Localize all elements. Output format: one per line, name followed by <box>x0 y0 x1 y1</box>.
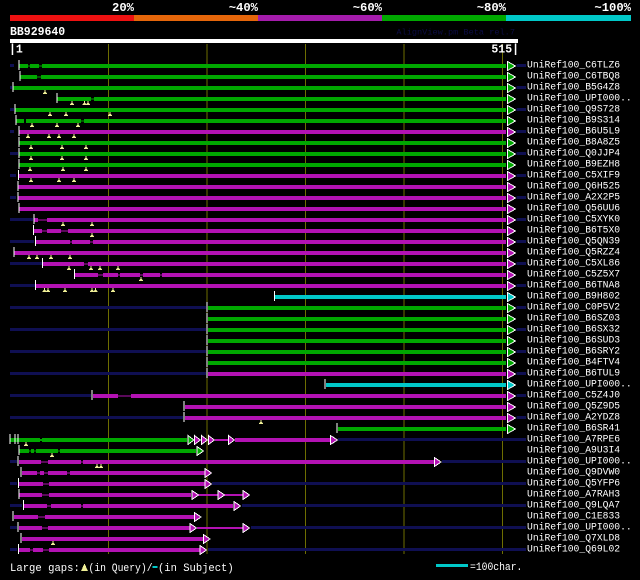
svg-text:UniRef100_A2X2P5: UniRef100_A2X2P5 <box>527 192 620 204</box>
svg-text:UniRef100_B6T5X0: UniRef100_B6T5X0 <box>527 225 620 237</box>
svg-text:UniRef100_C5XIF9: UniRef100_C5XIF9 <box>527 170 620 182</box>
svg-text:UniRef100_B6SR41: UniRef100_B6SR41 <box>527 423 620 435</box>
svg-text:UniRef100_Q56UU6: UniRef100_Q56UU6 <box>527 203 620 215</box>
svg-text:~80%: ~80% <box>477 1 507 15</box>
svg-text:AlignView.pm Beta rel.7: AlignView.pm Beta rel.7 <box>396 28 515 38</box>
svg-text:UniRef100_A2YDZ8: UniRef100_A2YDZ8 <box>527 412 620 424</box>
svg-text:~60%: ~60% <box>353 1 383 15</box>
svg-text:UniRef100_UPI000..: UniRef100_UPI000.. <box>527 93 632 105</box>
svg-text:UniRef100_Q5RZZ4: UniRef100_Q5RZZ4 <box>527 247 620 259</box>
svg-text:UniRef100_A9U3I4: UniRef100_A9U3I4 <box>527 445 620 457</box>
svg-text:UniRef100_Q7XLD8: UniRef100_Q7XLD8 <box>527 533 620 545</box>
svg-text:UniRef100_B6SRY2: UniRef100_B6SRY2 <box>527 346 620 358</box>
svg-text:UniRef100_C6TBQ8: UniRef100_C6TBQ8 <box>527 71 620 83</box>
svg-text:UniRef100_B6SUD3: UniRef100_B6SUD3 <box>527 335 620 347</box>
svg-text:UniRef100_UPI000..: UniRef100_UPI000.. <box>527 522 632 534</box>
svg-text:UniRef100_B6SX32: UniRef100_B6SX32 <box>527 324 620 336</box>
svg-text:UniRef100_C5XYK0: UniRef100_C5XYK0 <box>527 214 620 226</box>
svg-text:UniRef100_A7RPE6: UniRef100_A7RPE6 <box>527 434 620 446</box>
svg-text:UniRef100_B9EZH8: UniRef100_B9EZH8 <box>527 159 620 171</box>
svg-text:UniRef100_Q5QN39: UniRef100_Q5QN39 <box>527 236 620 248</box>
svg-text:UniRef100_UPI000..: UniRef100_UPI000.. <box>527 379 632 391</box>
svg-text:UniRef100_Q5Z9D5: UniRef100_Q5Z9D5 <box>527 401 620 413</box>
svg-text:(in Subject): (in Subject) <box>158 563 234 575</box>
svg-text:UniRef100_Q69L02: UniRef100_Q69L02 <box>527 544 620 556</box>
svg-text:UniRef100_Q6H525: UniRef100_Q6H525 <box>527 181 620 193</box>
svg-text:UniRef100_Q9LQA7: UniRef100_Q9LQA7 <box>527 500 620 512</box>
svg-text:UniRef100_C5Z4J0: UniRef100_C5Z4J0 <box>527 390 620 402</box>
svg-text:20%: 20% <box>112 1 135 15</box>
svg-text:UniRef100_B6U5L9: UniRef100_B6U5L9 <box>527 126 620 138</box>
svg-text:UniRef100_UPI000..: UniRef100_UPI000.. <box>527 456 632 468</box>
svg-text:(in Query)/: (in Query)/ <box>89 563 153 575</box>
svg-text:UniRef100_C6TLZ6: UniRef100_C6TLZ6 <box>527 60 620 72</box>
svg-text:UniRef100_B6TUL9: UniRef100_B6TUL9 <box>527 368 620 380</box>
svg-text:=100char.: =100char. <box>470 562 522 574</box>
svg-text:UniRef100_A7RAH3: UniRef100_A7RAH3 <box>527 489 620 501</box>
svg-text:UniRef100_C5Z5X7: UniRef100_C5Z5X7 <box>527 269 620 281</box>
svg-text:UniRef100_B5G4Z8: UniRef100_B5G4Z8 <box>527 82 620 94</box>
svg-text:UniRef100_B6TNA8: UniRef100_B6TNA8 <box>527 280 620 292</box>
svg-text:Large gaps:: Large gaps: <box>10 563 80 575</box>
svg-text:UniRef100_Q0JJP4: UniRef100_Q0JJP4 <box>527 148 620 160</box>
svg-text:BB929640: BB929640 <box>10 26 65 39</box>
svg-text:~100%: ~100% <box>594 1 631 15</box>
svg-text:UniRef100_Q5YFP6: UniRef100_Q5YFP6 <box>527 478 620 490</box>
svg-text:UniRef100_C0P5V2: UniRef100_C0P5V2 <box>527 302 620 314</box>
svg-text:UniRef100_B6SZ03: UniRef100_B6SZ03 <box>527 313 620 325</box>
svg-text:UniRef100_B9S314: UniRef100_B9S314 <box>527 115 620 127</box>
svg-text:UniRef100_Q9DVW0: UniRef100_Q9DVW0 <box>527 467 620 479</box>
svg-text:UniRef100_C5XL86: UniRef100_C5XL86 <box>527 258 620 270</box>
svg-text:|1: |1 <box>9 44 23 57</box>
svg-text:UniRef100_Q9S728: UniRef100_Q9S728 <box>527 104 620 116</box>
svg-text:UniRef100_B4FTV4: UniRef100_B4FTV4 <box>527 357 620 369</box>
svg-text:UniRef100_B9H802: UniRef100_B9H802 <box>527 291 620 303</box>
svg-text:515|: 515| <box>491 44 519 57</box>
svg-text:UniRef100_C1E833: UniRef100_C1E833 <box>527 511 620 523</box>
svg-text:UniRef100_B8A8Z5: UniRef100_B8A8Z5 <box>527 137 620 149</box>
svg-text:~40%: ~40% <box>229 1 259 15</box>
